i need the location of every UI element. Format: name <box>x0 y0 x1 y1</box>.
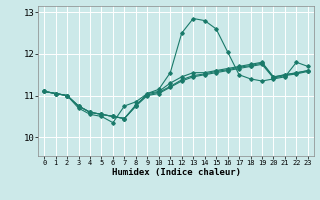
X-axis label: Humidex (Indice chaleur): Humidex (Indice chaleur) <box>111 168 241 177</box>
